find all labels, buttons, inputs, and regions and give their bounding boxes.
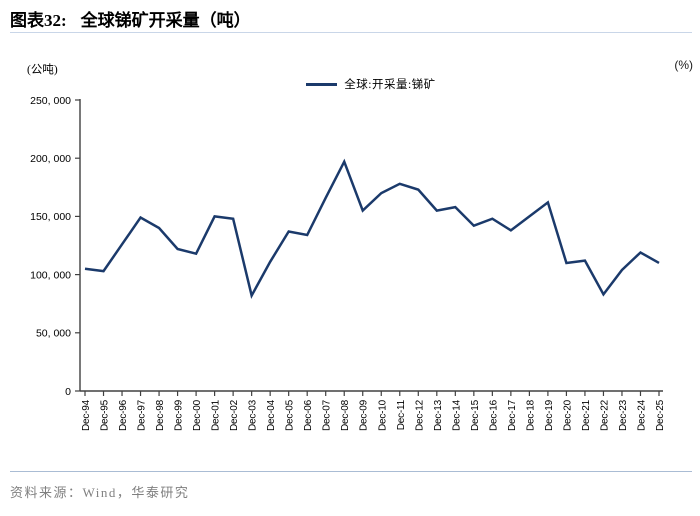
x-tick-label: Dec-97 (137, 399, 148, 431)
x-tick-label: Dec-16 (488, 399, 499, 431)
y-tick-label: 100, 000 (30, 269, 71, 281)
x-tick-label: Dec-99 (174, 399, 185, 431)
y-tick-label: 200, 000 (30, 153, 71, 165)
x-tick-label: Dec-18 (525, 399, 536, 431)
x-tick-label: Dec-11 (396, 399, 407, 430)
x-tick-label: Dec-14 (451, 399, 462, 431)
source-note: 资料来源：Wind，华泰研究 (10, 485, 190, 500)
x-tick-label: Dec-15 (470, 399, 481, 431)
figure-title-text: 全球锑矿开采量（吨） (80, 11, 251, 30)
x-tick-label: Dec-00 (192, 399, 203, 431)
figure-title: 图表32: 全球锑矿开采量（吨） (10, 6, 690, 31)
x-tick-label: Dec-09 (359, 399, 370, 431)
line-chart: 0 50, 000 100, 000 150, 000 200, 000 250, 000… (30, 95, 666, 431)
x-tick-label: Dec-04 (266, 399, 277, 431)
x-tick-label: Dec-10 (377, 399, 388, 431)
y-tick-label: 150, 000 (30, 211, 71, 223)
figure-number: 图表32: (10, 11, 67, 30)
x-tick-label: Dec-05 (285, 399, 296, 431)
legend-line-swatch (306, 82, 338, 86)
series-line-global-antimony-output (84, 158, 660, 299)
x-tick-label: Dec-06 (303, 399, 314, 431)
x-tick-label: Dec-03 (248, 399, 259, 431)
x-tick-label: Dec-02 (229, 399, 240, 431)
x-tick-label: Dec-17 (507, 399, 518, 431)
secondary-axis-unit-label: (%) (674, 58, 693, 72)
x-tick-label: Dec-12 (414, 399, 425, 431)
x-tick-label: Dec-25 (655, 399, 666, 431)
y-axis-unit-label: (公吨) (27, 64, 58, 76)
x-tick-label: Dec-94 (81, 399, 92, 431)
x-tick-label: Dec-23 (618, 399, 629, 431)
x-tick-label: Dec-08 (340, 399, 351, 431)
x-tick-label: Dec-20 (562, 399, 573, 431)
x-tick-label: Dec-01 (211, 399, 222, 431)
x-tick-label: Dec-98 (155, 399, 166, 431)
x-tick-label: Dec-96 (118, 399, 129, 431)
legend: 全球:开采量:锑矿 (80, 76, 662, 92)
x-tick-label: Dec-13 (433, 399, 444, 431)
x-tick-label: Dec-21 (581, 399, 592, 431)
x-tick-label: Dec-95 (100, 399, 111, 431)
legend-label: 全球:开采量:锑矿 (344, 79, 436, 91)
y-tick-label: 50, 000 (36, 328, 71, 340)
x-tick-label: Dec-24 (636, 399, 647, 431)
footer-divider (10, 471, 692, 472)
y-tick-label: 250, 000 (30, 95, 71, 107)
x-tick-label: Dec-07 (322, 399, 333, 431)
title-divider (10, 32, 692, 36)
x-tick-label: Dec-19 (544, 399, 555, 431)
x-tick-label: Dec-22 (599, 399, 610, 431)
y-tick-label: 0 (65, 386, 71, 398)
